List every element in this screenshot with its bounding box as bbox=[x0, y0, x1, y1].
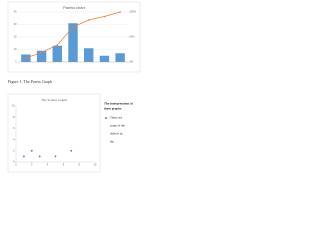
page: Pareto chart Figure 1: The Pareto Graph … bbox=[0, 0, 149, 198]
y2-tick-label: 100% bbox=[130, 11, 137, 14]
bar bbox=[52, 45, 62, 62]
x-tick-label: 6 bbox=[63, 164, 65, 167]
line-point bbox=[87, 19, 90, 21]
bar bbox=[84, 48, 94, 62]
y2-tick-label: 0% bbox=[130, 61, 134, 64]
point bbox=[38, 155, 41, 158]
x-tick-label: 10 bbox=[94, 164, 97, 167]
y-tick-label: 30 bbox=[14, 23, 17, 26]
bar bbox=[36, 50, 47, 62]
y-tick-label: 10 bbox=[14, 48, 17, 51]
chart-title: The Scatter Graph bbox=[41, 98, 67, 102]
point bbox=[54, 155, 57, 158]
y-tick-label: 10 bbox=[12, 105, 15, 108]
line-point bbox=[119, 11, 121, 13]
point bbox=[30, 149, 33, 152]
heading: these graphs: bbox=[104, 107, 122, 111]
y-tick-label: 8 bbox=[13, 116, 15, 119]
line-point bbox=[40, 51, 43, 54]
bullet-text: There are bbox=[110, 116, 123, 120]
y-tick-label: 20 bbox=[14, 36, 17, 39]
chart-title: Pareto chart bbox=[63, 5, 86, 10]
line-point bbox=[103, 15, 106, 18]
y-tick-label: 0 bbox=[13, 161, 15, 164]
bullet-dot bbox=[105, 117, 107, 119]
line-point bbox=[25, 57, 27, 59]
y2-tick-label: 50% bbox=[130, 36, 136, 39]
bar bbox=[68, 23, 78, 62]
y-tick-label: 6 bbox=[13, 127, 15, 130]
bar bbox=[115, 53, 125, 62]
bullet-text: some of the bbox=[110, 124, 125, 128]
bar bbox=[99, 55, 110, 62]
x-tick-label: 0 bbox=[15, 164, 17, 167]
caption: Figure 1: The Pareto Graph bbox=[8, 79, 52, 84]
line-point bbox=[72, 26, 74, 28]
x-tick-label: 4 bbox=[47, 164, 49, 167]
bullet-text: the bbox=[110, 140, 114, 144]
line-point bbox=[56, 44, 59, 46]
y-tick-label: 40 bbox=[14, 11, 17, 14]
point bbox=[70, 149, 73, 152]
x-tick-label: 8 bbox=[79, 164, 81, 167]
point bbox=[23, 155, 25, 158]
heading: The interpretation of bbox=[104, 102, 134, 106]
y-tick-label: 0 bbox=[15, 61, 17, 64]
y-tick-label: 4 bbox=[13, 138, 15, 141]
y-tick-label: 2 bbox=[13, 149, 15, 152]
bullet-text: defects in bbox=[110, 132, 123, 136]
x-tick-label: 2 bbox=[31, 164, 33, 167]
figure-frame bbox=[7, 93, 101, 173]
